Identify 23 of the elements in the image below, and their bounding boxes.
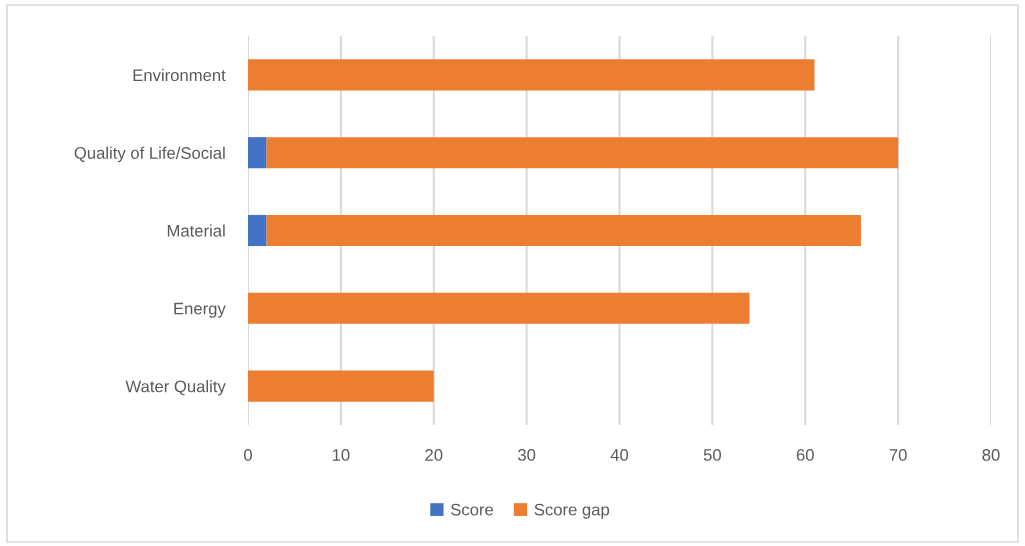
x-tick-label: 70 bbox=[889, 449, 907, 461]
x-tick-label: 80 bbox=[982, 449, 1000, 461]
y-tick-label: Environment bbox=[133, 68, 226, 82]
y-tick-label: Water Quality bbox=[125, 380, 226, 396]
legend-label: Score bbox=[451, 503, 494, 516]
y-tick-label: Quality of Life/Social bbox=[74, 146, 225, 163]
bar bbox=[266, 214, 861, 247]
x-tick-label: 10 bbox=[332, 449, 350, 461]
bar bbox=[266, 137, 899, 169]
x-tick-label: 50 bbox=[703, 449, 721, 461]
y-tick-label: Material bbox=[167, 224, 225, 237]
x-tick-label: 60 bbox=[796, 449, 814, 461]
x-tick-label: 30 bbox=[517, 449, 536, 461]
bar bbox=[248, 292, 750, 324]
x-tick-label: 0 bbox=[244, 449, 252, 461]
y-tick-label: Energy bbox=[174, 302, 226, 318]
legend-label: Score gap bbox=[534, 503, 610, 519]
bar bbox=[248, 214, 267, 247]
x-tick-label: 40 bbox=[610, 449, 629, 461]
bar bbox=[248, 370, 434, 402]
x-tick-label: 20 bbox=[425, 449, 443, 461]
bar bbox=[248, 137, 267, 169]
bar bbox=[248, 59, 815, 91]
